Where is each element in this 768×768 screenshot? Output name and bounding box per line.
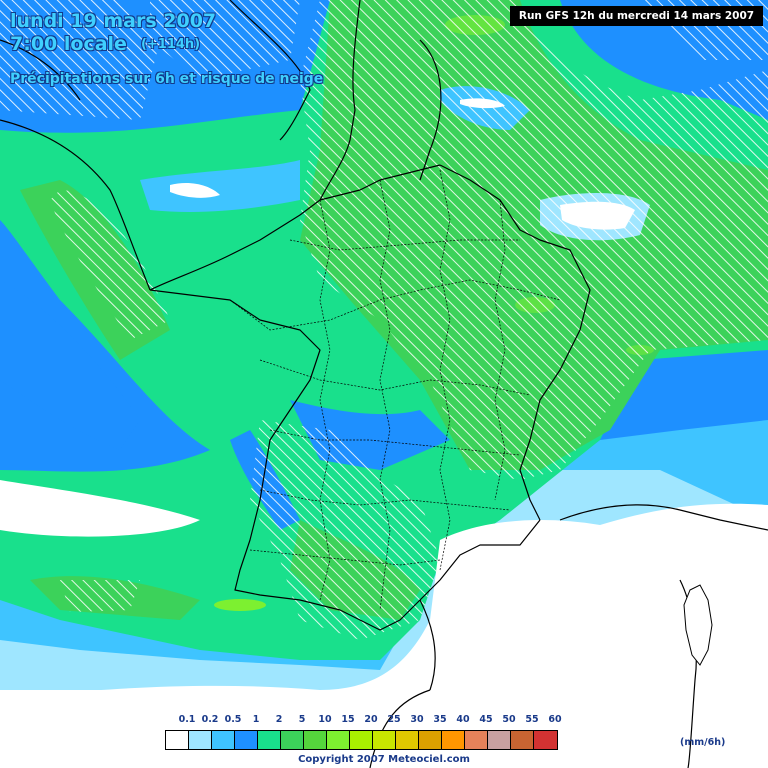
legend-tick-label: 45 <box>479 714 493 725</box>
legend-swatch <box>166 731 189 749</box>
legend-tick-label: 15 <box>341 714 355 725</box>
legend-swatch <box>212 731 235 749</box>
legend-swatch <box>281 731 304 749</box>
lead-time: (+114h) <box>140 37 201 52</box>
product-title: Précipitations sur 6h et risque de neige <box>10 71 324 87</box>
legend-tick-label: 2 <box>275 714 283 725</box>
legend-color-scale <box>165 730 558 750</box>
legend-tick-labels: 0.1 0.2 0.5 1 2 5 10 15 20 25 30 35 40 45 50 55 60 <box>0 714 768 728</box>
legend-swatch <box>350 731 373 749</box>
legend-tick-label: 40 <box>456 714 470 725</box>
legend-swatch <box>442 731 465 749</box>
legend-tick-label: 5 <box>298 714 306 725</box>
legend-swatch <box>235 731 258 749</box>
legend-swatch <box>373 731 396 749</box>
corsica-outline <box>683 584 713 666</box>
legend-tick-label: 25 <box>387 714 401 725</box>
legend-tick-label: 55 <box>525 714 539 725</box>
legend-tick-label: 60 <box>548 714 562 725</box>
legend-swatch <box>304 731 327 749</box>
legend-swatch <box>488 731 511 749</box>
legend-tick-label: 20 <box>364 714 378 725</box>
legend-tick-label: 0.1 <box>178 714 196 725</box>
legend-swatch <box>189 731 212 749</box>
legend-tick-label: 10 <box>318 714 332 725</box>
run-info-box: Run GFS 12h du mercredi 14 mars 2007 <box>510 6 763 26</box>
copyright-text: Copyright 2007 Meteociel.com <box>298 754 470 765</box>
legend-tick-label: 35 <box>433 714 447 725</box>
legend-tick-label: 0.5 <box>224 714 242 725</box>
legend-swatch <box>396 731 419 749</box>
legend-tick-label: 50 <box>502 714 516 725</box>
forecast-time-label: 7:00 locale <box>10 33 127 55</box>
legend-swatch <box>419 731 442 749</box>
legend-swatch <box>465 731 488 749</box>
dry-area-southeast <box>0 98 768 768</box>
forecast-time: 7:00 locale (+114h) <box>10 33 200 55</box>
legend-tick-label: 1 <box>252 714 260 725</box>
legend-swatch <box>534 731 557 749</box>
legend-tick-label: 0.2 <box>201 714 219 725</box>
department-borders <box>229 169 561 611</box>
legend-tick-label: 30 <box>410 714 424 725</box>
forecast-date: lundi 19 mars 2007 <box>10 10 217 32</box>
legend-unit: (mm/6h) <box>680 737 726 748</box>
legend-swatch <box>258 731 281 749</box>
legend-swatch <box>327 731 350 749</box>
legend-swatch <box>511 731 534 749</box>
